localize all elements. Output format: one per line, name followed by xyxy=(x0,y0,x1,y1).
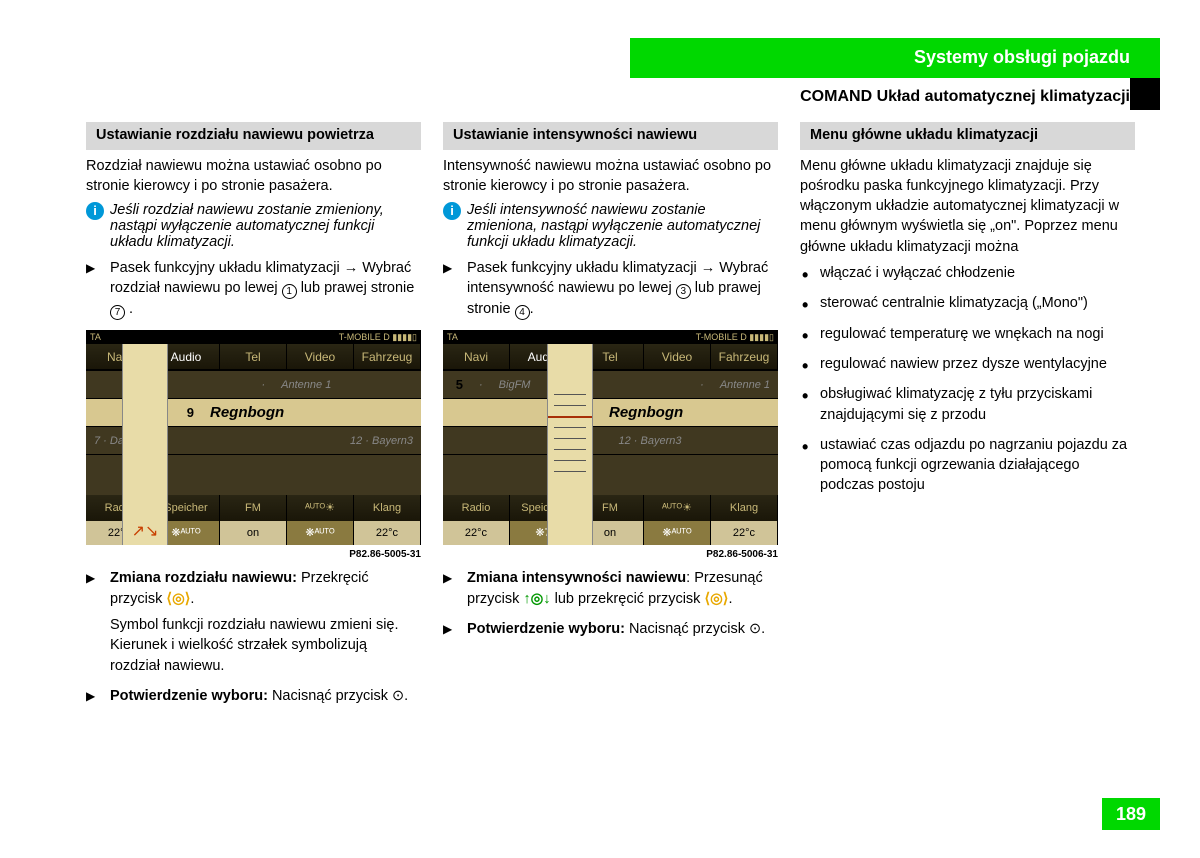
screenshot-1: TAT-MOBILE D ▮▮▮▮▯ NaviAudioTelVideoFahr… xyxy=(86,330,421,545)
col3-heading: Menu główne układu klimatyzacji xyxy=(800,122,1135,150)
col1-para1: Rozdział nawiewu można ustawiać osobno p… xyxy=(86,156,421,197)
col2-step1: Pasek funkcyjny układu klimatyzacji → Wy… xyxy=(443,258,778,320)
bullet-2: sterować centralnie klimatyzacją („Mono"… xyxy=(800,293,1135,313)
col3-para1: Menu główne układu klimatyzacji znajduje… xyxy=(800,156,1135,257)
col2-heading: Ustawianie intensywności nawiewu xyxy=(443,122,778,150)
col2-info: i Jeśli intensywność nawiewu zostanie zm… xyxy=(443,202,778,250)
col2-para1: Intensywność nawiewu można ustawiać osob… xyxy=(443,156,778,197)
bullet-4: regulować nawiew przez dysze wentylacyjn… xyxy=(800,354,1135,374)
screenshot-2: TAT-MOBILE D ▮▮▮▮▯ NaviAudioTelVideoFahr… xyxy=(443,330,778,545)
col1-step1: Pasek funkcyjny układu klimatyzacji → Wy… xyxy=(86,258,421,320)
col1-heading: Ustawianie rozdziału nawiewu powietrza xyxy=(86,122,421,150)
bullet-1: włączać i wyłączać chłodzenie xyxy=(800,263,1135,283)
bullet-3: regulować temperaturę we wnękach na nogi xyxy=(800,324,1135,344)
content-columns: Ustawianie rozdziału nawiewu powietrza R… xyxy=(86,122,1136,716)
vent-panel: ↗↘ xyxy=(122,344,168,545)
col2-info-text: Jeśli intensywność nawiewu zostanie zmie… xyxy=(467,202,778,250)
screenshot1-caption: P82.86-5005-31 xyxy=(86,549,421,560)
col2-step3: Potwierdzenie wyboru: Nacisnąć przycisk … xyxy=(443,619,778,639)
subsection-header: COMAND Układ automatycznej klimatyzacji xyxy=(440,88,1130,106)
info-icon: i xyxy=(86,202,104,220)
col1-info: i Jeśli rozdział nawiewu zostanie zmieni… xyxy=(86,202,421,250)
bullet-6: ustawiać czas odjazdu po nagrzaniu pojaz… xyxy=(800,435,1135,496)
screenshot2-caption: P82.86-5006-31 xyxy=(443,549,778,560)
col1-step3: Potwierdzenie wyboru: Nacisnąć przycisk … xyxy=(86,686,421,706)
col1-info-text: Jeśli rozdział nawiewu zostanie zmienion… xyxy=(110,202,421,250)
header-black-tab xyxy=(1130,78,1160,110)
intensity-slider xyxy=(547,344,593,545)
column-3: Menu główne układu klimatyzacji Menu głó… xyxy=(800,122,1135,716)
section-header: Systemy obsługi pojazdu xyxy=(630,38,1160,78)
column-2: Ustawianie intensywności nawiewu Intensy… xyxy=(443,122,778,716)
col2-step2: Zmiana intensywności nawiewu: Przesunąć … xyxy=(443,568,778,609)
col3-bullets: włączać i wyłączać chłodzenie sterować c… xyxy=(800,263,1135,496)
info-icon: i xyxy=(443,202,461,220)
page-number: 189 xyxy=(1102,798,1160,830)
col1-step2: Zmiana rozdziału nawiewu: Przekręcić prz… xyxy=(86,568,421,675)
bullet-5: obsługiwać klimatyzację z tyłu przyciska… xyxy=(800,384,1135,425)
column-1: Ustawianie rozdziału nawiewu powietrza R… xyxy=(86,122,421,716)
